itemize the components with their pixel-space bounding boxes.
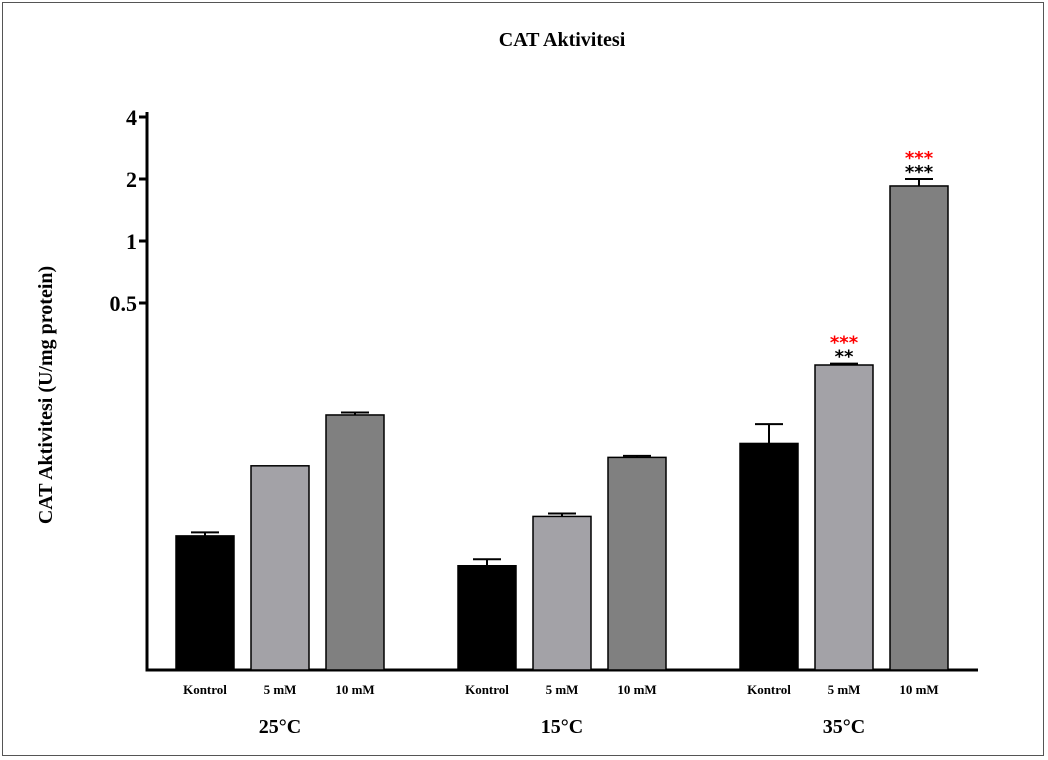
bar bbox=[175, 535, 235, 671]
x-tick-label: 5 mM bbox=[546, 682, 579, 697]
significance-marker: ** bbox=[835, 347, 854, 368]
x-tick-label: 5 mM bbox=[264, 682, 297, 697]
x-tick-label: Kontrol bbox=[747, 682, 791, 697]
y-tick-label: 4 bbox=[126, 105, 137, 130]
bar bbox=[814, 364, 874, 671]
y-tick-label: 2 bbox=[126, 167, 137, 192]
bar bbox=[250, 465, 310, 671]
y-tick-label: 0.5 bbox=[110, 291, 138, 316]
bar bbox=[607, 456, 667, 671]
group-label: 25°C bbox=[259, 716, 301, 738]
bar bbox=[532, 515, 592, 671]
y-axis-label: CAT Aktivitesi (U/mg protein) bbox=[35, 266, 57, 524]
x-tick-label: Kontrol bbox=[183, 682, 227, 697]
group-label: 35°C bbox=[823, 716, 865, 738]
bars: Kontrol 5 mM 10 mM 25°C Kontrol 5 mM 10 mM 15°C… bbox=[175, 148, 949, 738]
x-tick-label: 10 mM bbox=[617, 682, 656, 697]
significance-marker: *** bbox=[905, 148, 934, 169]
bar bbox=[889, 185, 949, 671]
chart-title: CAT Aktivitesi bbox=[499, 29, 626, 51]
significance-marker: *** bbox=[830, 333, 859, 354]
x-tick-label: 10 mM bbox=[899, 682, 938, 697]
bar bbox=[739, 442, 799, 671]
bar bbox=[457, 564, 517, 671]
group-label: 15°C bbox=[541, 716, 583, 738]
x-tick-label: 5 mM bbox=[828, 682, 861, 697]
x-tick-label: 10 mM bbox=[335, 682, 374, 697]
significance-marker: *** bbox=[905, 162, 934, 183]
x-tick-label: Kontrol bbox=[465, 682, 509, 697]
bar bbox=[325, 414, 385, 671]
y-tick-label: 1 bbox=[126, 229, 137, 254]
